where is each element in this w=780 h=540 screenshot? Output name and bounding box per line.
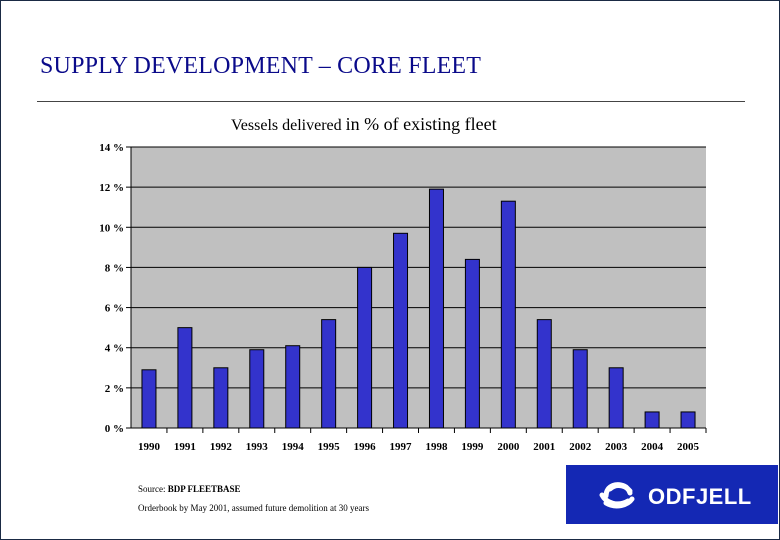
x-tick-label: 1998 bbox=[425, 441, 448, 453]
bar bbox=[572, 349, 588, 429]
y-tick-label: 12 % bbox=[99, 182, 124, 194]
x-tick-label: 1993 bbox=[246, 441, 269, 453]
bar bbox=[608, 367, 624, 429]
x-tick-label: 2005 bbox=[677, 441, 700, 453]
odfjell-logo bbox=[566, 465, 778, 524]
bar bbox=[357, 266, 373, 429]
y-tick-label: 2 % bbox=[105, 383, 124, 395]
odfjell-emblem-icon bbox=[599, 482, 635, 509]
logo-text: ODFJELL bbox=[648, 484, 752, 509]
x-tick-label: 1999 bbox=[461, 441, 484, 453]
x-tick-label: 2001 bbox=[533, 441, 555, 453]
x-tick-label: 1996 bbox=[354, 441, 377, 453]
bar bbox=[393, 232, 409, 429]
source-label: Source: bbox=[138, 484, 166, 494]
bar bbox=[249, 349, 265, 429]
title-divider bbox=[37, 101, 745, 102]
slide-title: SUPPLY DEVELOPMENT – CORE FLEET bbox=[40, 53, 482, 79]
bar bbox=[141, 369, 157, 429]
bar bbox=[464, 258, 480, 429]
x-tick-label: 1990 bbox=[138, 441, 161, 453]
x-tick-label: 2003 bbox=[605, 441, 628, 453]
bar-chart: 0 % 2 % 4 % 6 % 8 % 10 % 12 % 14 % 1990 1991 1992 1… bbox=[99, 142, 707, 453]
chart-title-part2: in % of existing fleet bbox=[345, 114, 497, 134]
orderbook-note: Orderbook by May 2001, assumed future de… bbox=[138, 503, 369, 513]
bar bbox=[644, 411, 660, 429]
bar bbox=[213, 367, 229, 429]
x-tick-label: 2004 bbox=[641, 441, 664, 453]
x-tick-label: 1992 bbox=[210, 441, 233, 453]
bar bbox=[177, 327, 193, 429]
x-tick-label: 1995 bbox=[318, 441, 341, 453]
chart-title: Vessels delivered in % of existing fleet bbox=[231, 114, 497, 135]
chart-title-part1: Vessels delivered bbox=[231, 117, 342, 134]
y-tick-label: 8 % bbox=[105, 262, 124, 274]
source-value: BDP FLEETBASE bbox=[167, 484, 241, 494]
x-tick-label: 2000 bbox=[497, 441, 520, 453]
y-tick-label: 10 % bbox=[99, 222, 124, 234]
bar bbox=[536, 319, 552, 429]
source-line: Source: BDP FLEETBASE bbox=[138, 484, 241, 494]
x-tick-label: 2002 bbox=[569, 441, 592, 453]
x-tick-label: 1997 bbox=[390, 441, 413, 453]
x-tick-label: 1994 bbox=[282, 441, 305, 453]
y-tick-label: 0 % bbox=[105, 423, 124, 435]
bar bbox=[285, 345, 301, 429]
y-tick-label: 6 % bbox=[105, 303, 124, 315]
y-tick-label: 4 % bbox=[105, 343, 124, 355]
bar bbox=[321, 319, 337, 429]
bar bbox=[500, 200, 516, 429]
bar bbox=[680, 411, 696, 429]
bar bbox=[428, 188, 444, 429]
x-tick-label: 1991 bbox=[174, 441, 196, 453]
y-tick-label: 14 % bbox=[99, 142, 124, 154]
